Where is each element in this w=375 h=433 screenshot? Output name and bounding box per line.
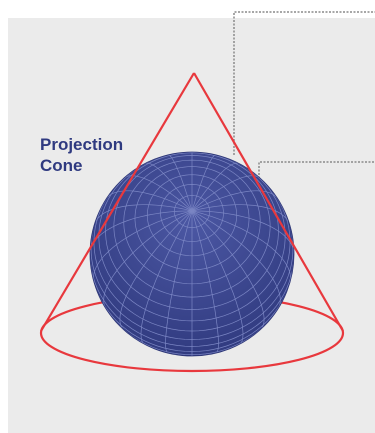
label-line-projection: Projection [40,135,123,154]
globe-meridian [103,210,193,309]
globe-meridian [106,190,193,212]
globe-meridian [191,204,290,224]
globe-meridian [145,162,193,212]
label-line-cone: Cone [40,156,83,175]
globe-meridian [191,210,291,283]
globe-meridian [140,210,193,345]
globe [89,151,295,357]
globe-meridian [165,210,193,354]
globe-meridian [191,210,244,345]
globe-meridian [94,204,193,224]
globe-meridian [191,162,239,212]
globe-meridian [191,210,265,330]
globe-meridian [119,210,193,330]
globe-parallel [98,156,286,322]
cone-left-side [40,72,195,332]
globe-meridian [168,154,193,212]
globe-parallel [93,192,291,332]
globe-meridian [191,154,216,212]
globe-meridian [93,210,193,283]
globe-meridian [124,175,193,212]
globe-meridian [191,210,219,354]
globe-parallel [90,225,294,340]
globe-meridian [191,190,278,212]
cone-right-side [193,72,344,332]
globe-parallel [90,257,294,347]
globe-meridian [191,210,281,309]
globe-meridian [191,210,294,255]
projection-cone-label: Projection Cone [40,135,128,175]
